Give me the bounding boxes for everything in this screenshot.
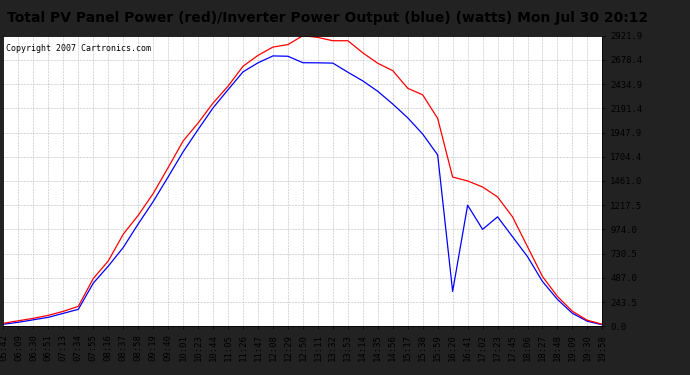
Text: Total PV Panel Power (red)/Inverter Power Output (blue) (watts) Mon Jul 30 20:12: Total PV Panel Power (red)/Inverter Powe… bbox=[7, 11, 648, 25]
Text: Copyright 2007 Cartronics.com: Copyright 2007 Cartronics.com bbox=[6, 44, 151, 53]
